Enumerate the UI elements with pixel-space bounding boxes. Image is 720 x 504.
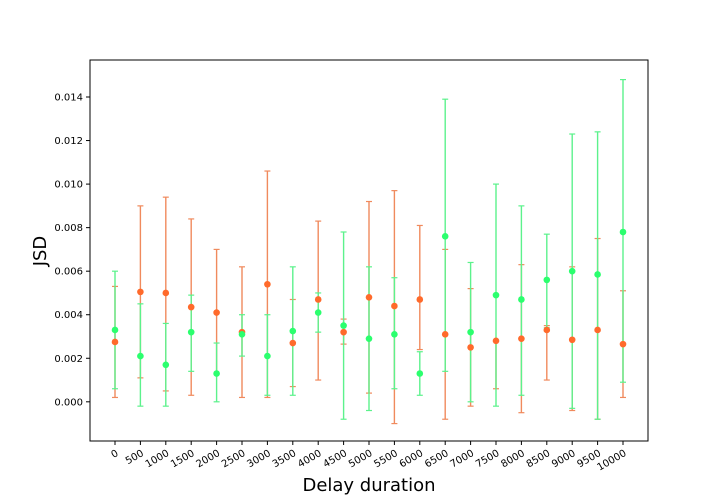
data-point xyxy=(340,322,347,329)
data-point xyxy=(391,331,398,338)
data-point xyxy=(518,335,525,342)
data-point xyxy=(467,328,474,336)
data-point xyxy=(594,326,601,334)
data-point xyxy=(289,327,297,335)
x-tick-label: 9000 xyxy=(550,448,578,470)
y-axis-label: JSD xyxy=(30,236,51,268)
x-tick-label: 3500 xyxy=(271,448,299,470)
x-tick-label: 1000 xyxy=(144,448,172,470)
data-point xyxy=(492,337,500,345)
y-tick-label: 0.010 xyxy=(54,180,83,191)
plot-area: 0.000 0.002 0.004 0.006 0.008 0.010 0.012 0.014… xyxy=(54,59,649,474)
x-axis-label: Delay duration xyxy=(302,475,435,496)
y-tick-label: 0.014 xyxy=(54,93,83,104)
data-point xyxy=(441,233,449,240)
data-point xyxy=(543,326,551,334)
data-point xyxy=(568,267,576,275)
y-tick-label: 0.006 xyxy=(54,267,83,278)
x-tick-label: 7000 xyxy=(449,448,477,470)
y-tick-label: 0.004 xyxy=(54,310,83,321)
data-point xyxy=(213,370,220,377)
data-point xyxy=(264,280,271,288)
data-point xyxy=(264,352,271,360)
data-point xyxy=(187,328,195,336)
x-tick-label: 4000 xyxy=(296,448,324,470)
data-point xyxy=(238,331,246,338)
x-tick-label: 1500 xyxy=(169,448,197,470)
data-point xyxy=(289,339,297,347)
y-tick-label: 0.000 xyxy=(54,397,83,408)
data-point xyxy=(111,338,119,346)
x-tick-label: 4500 xyxy=(322,448,350,470)
data-point xyxy=(391,302,398,310)
x-tick-label: 3000 xyxy=(245,448,273,470)
data-point xyxy=(619,228,627,236)
y-tick-label: 0.012 xyxy=(54,136,83,147)
data-point xyxy=(137,288,144,296)
data-point xyxy=(543,276,551,284)
y-tick-label: 0.002 xyxy=(54,354,83,365)
x-tick-label: 5500 xyxy=(372,448,400,470)
data-point xyxy=(137,352,144,360)
data-point xyxy=(568,336,576,344)
data-point xyxy=(416,296,424,303)
data-point xyxy=(441,331,449,338)
x-tick-label: 0 xyxy=(109,448,120,461)
data-point xyxy=(619,340,627,348)
data-point xyxy=(365,294,373,301)
data-point xyxy=(492,291,500,299)
data-point xyxy=(594,271,601,278)
x-tick-label: 5000 xyxy=(347,448,375,470)
data-point xyxy=(187,303,195,311)
data-point xyxy=(111,326,119,334)
x-tick-label: 8000 xyxy=(499,448,527,470)
data-point xyxy=(162,289,170,297)
data-point xyxy=(416,370,424,377)
data-point xyxy=(314,309,322,316)
data-point xyxy=(518,296,525,303)
data-point xyxy=(213,309,220,316)
x-tick-label: 7500 xyxy=(474,448,502,470)
data-point xyxy=(340,328,347,336)
y-tick-label: 0.008 xyxy=(54,223,83,234)
data-point xyxy=(365,335,373,342)
x-tick-label: 6000 xyxy=(398,448,426,470)
data-point xyxy=(467,344,474,351)
x-tick-label: 10000 xyxy=(595,448,628,473)
x-tick-label: 2000 xyxy=(195,448,223,470)
x-tick-label: 500 xyxy=(124,448,146,467)
data-point xyxy=(162,361,170,369)
x-tick-label: 2500 xyxy=(220,448,248,470)
x-tick-label: 8500 xyxy=(525,448,553,470)
data-point xyxy=(314,296,322,303)
x-tick-label: 6500 xyxy=(423,448,451,470)
